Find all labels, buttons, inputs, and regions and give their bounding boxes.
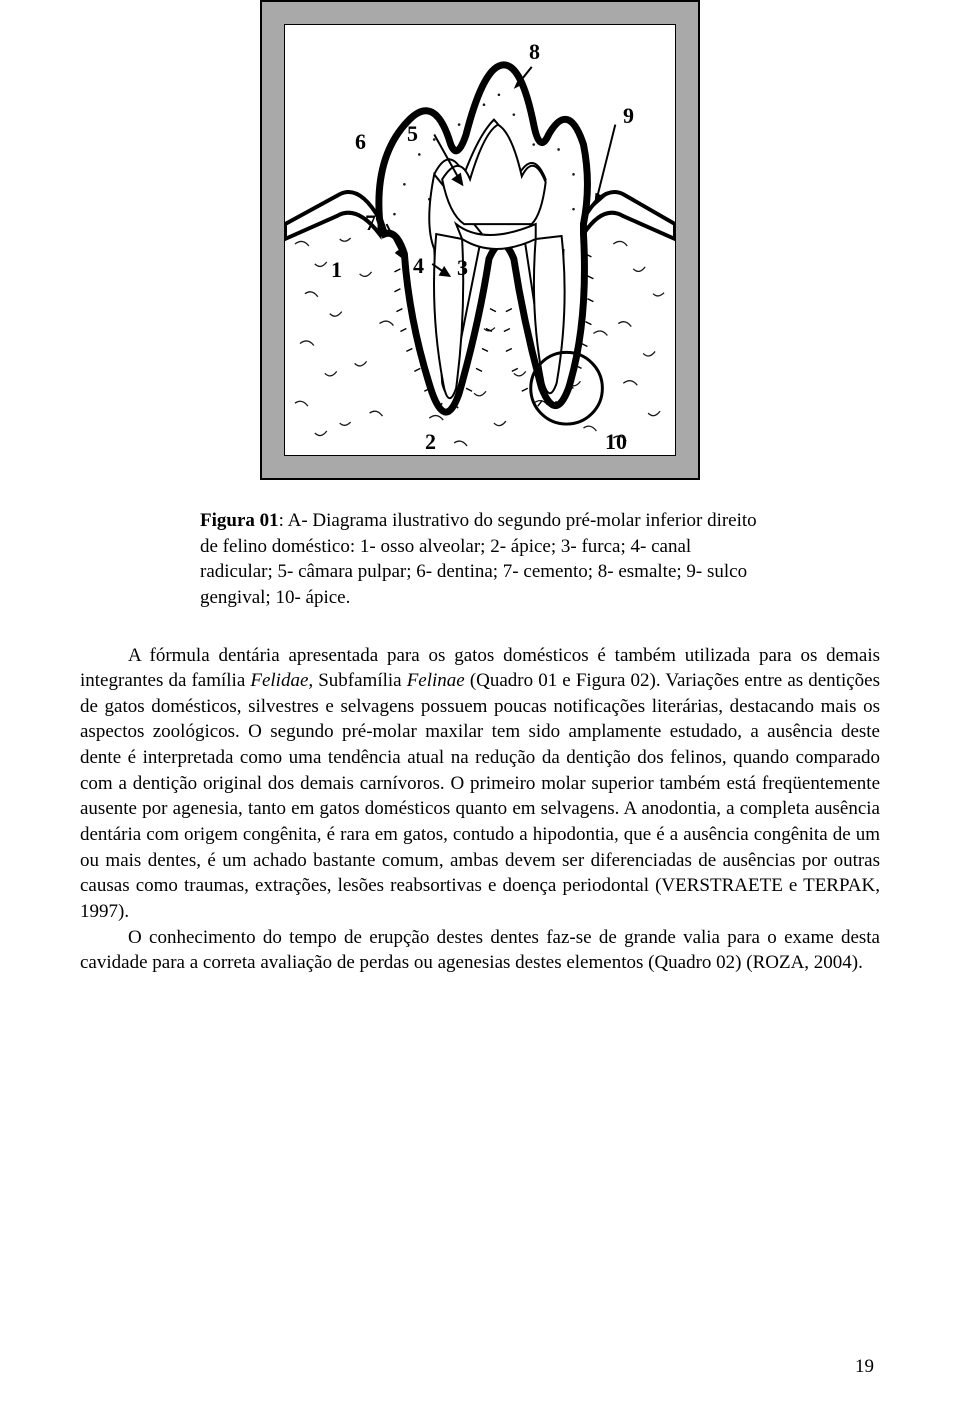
tooth-diagram-svg — [285, 25, 675, 455]
figure-container: 8 9 6 5 7 1 4 3 2 10 Figura 01: A- Diagr… — [80, 0, 880, 611]
figure-label-3: 3 — [457, 255, 468, 281]
figure-label-6: 6 — [355, 129, 366, 155]
p1-part3: (Quadro 01 e Figura 02). Variações entre… — [80, 670, 880, 922]
figure-inner-box: 8 9 6 5 7 1 4 3 2 10 — [284, 24, 676, 456]
figure-label-10: 10 — [605, 429, 627, 455]
figure-label-4: 4 — [413, 253, 424, 279]
body-text-block: A fórmula dentária apresentada para os g… — [80, 643, 880, 976]
p1-italic2: Felinae — [407, 670, 465, 691]
figure-outer-box: 8 9 6 5 7 1 4 3 2 10 — [260, 0, 700, 480]
figure-label-9: 9 — [623, 103, 634, 129]
figure-label-8: 8 — [529, 39, 540, 65]
figure-caption: Figura 01: A- Diagrama ilustrativo do se… — [200, 508, 760, 611]
figure-caption-body: : A- Diagrama ilustrativo do segundo pré… — [200, 510, 757, 608]
figure-label-1: 1 — [331, 257, 342, 283]
figure-label-7: 7 — [365, 210, 376, 236]
p1-italic1: Felidae, — [250, 670, 313, 691]
p1-part2: Subfamília — [313, 670, 407, 691]
figure-label-5: 5 — [407, 121, 418, 147]
paragraph-2: O conhecimento do tempo de erupção deste… — [80, 925, 880, 976]
figure-label-2: 2 — [425, 429, 436, 455]
page-number: 19 — [855, 1356, 874, 1378]
paragraph-1: A fórmula dentária apresentada para os g… — [80, 643, 880, 925]
figure-caption-lead: Figura 01 — [200, 510, 279, 531]
